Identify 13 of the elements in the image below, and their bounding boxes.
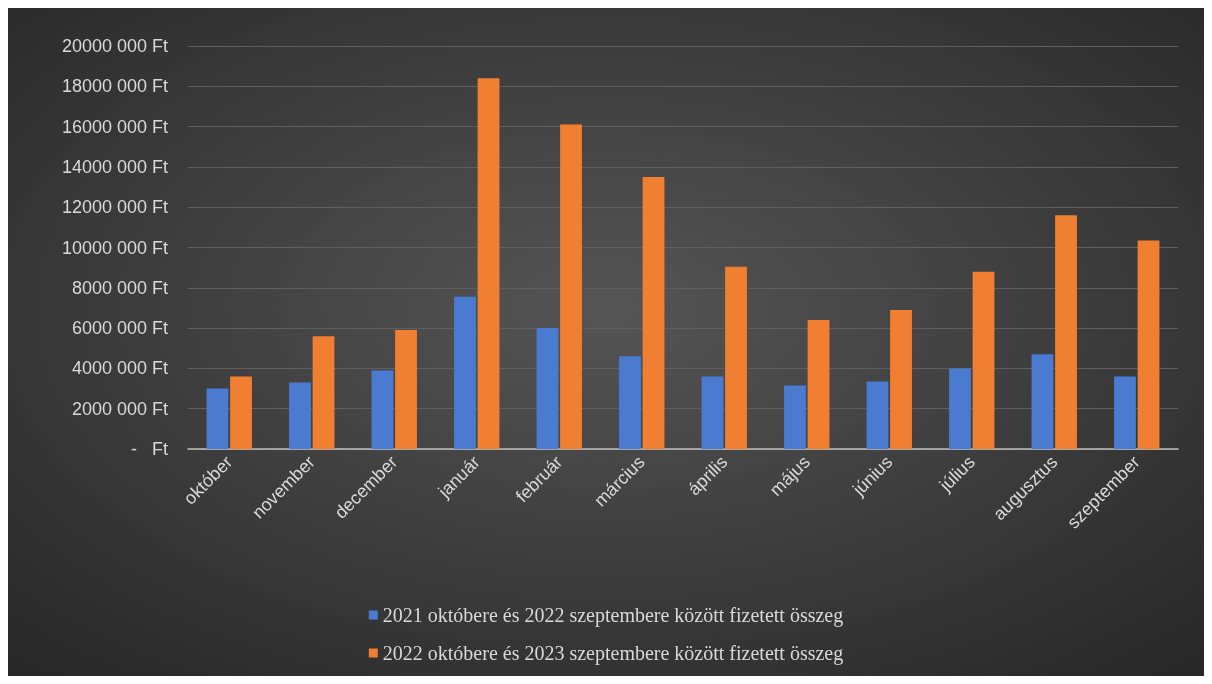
legend-label: 2022 októbere és 2023 szeptembere között fizetett összeg [382, 642, 844, 665]
y-tick-label: 2000 000 Ft [71, 398, 168, 419]
y-tick-label: - Ft [131, 439, 168, 459]
y-tick-label: 8000 000 Ft [71, 277, 168, 298]
y-tick-label: 14000 000 Ft [61, 156, 168, 177]
y-tick-label: 16000 000 Ft [61, 116, 168, 137]
y-tick-label: 4000 000 Ft [71, 358, 168, 379]
y-tick-label: 6000 000 Ft [71, 318, 168, 339]
y-tick-label: 12000 000 Ft [61, 197, 168, 218]
y-tick-label: 10000 000 Ft [61, 237, 168, 258]
y-tick-label: 18000 000 Ft [61, 76, 168, 97]
y-tick-label: 20000 000 Ft [61, 36, 168, 56]
legend-label: 2021 októbere és 2022 szeptembere között fizetett összeg [382, 604, 844, 627]
